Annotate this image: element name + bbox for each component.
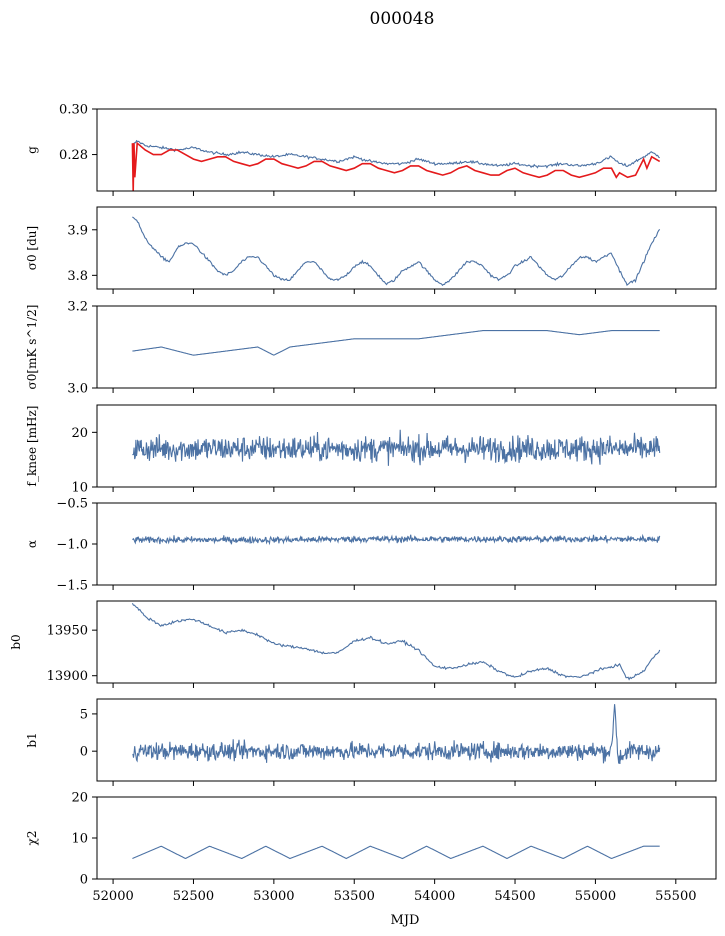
- y-axis-label-b1: b1: [25, 732, 39, 747]
- x-tick-label-2: 53000: [253, 889, 294, 904]
- axes-frame-alpha: [96, 502, 717, 586]
- y-axis-label-chi2: χ2: [25, 831, 39, 846]
- x-tick-label-6: 55000: [575, 889, 616, 904]
- series-line-chi2-blue: [132, 845, 660, 860]
- y-axis-label-b0: b0: [9, 634, 23, 649]
- axes-frame-chi2: [96, 796, 717, 880]
- x-tick-label-1: 52500: [173, 889, 214, 904]
- series-line-sigma0_mK-blue: [132, 330, 660, 356]
- y-tick-label-sigma0_du-0: 3.8: [67, 269, 88, 284]
- x-tick-label-0: 52000: [92, 889, 133, 904]
- y-tick-label-g-1: 0.30: [59, 103, 88, 118]
- y-tick-label-b0-1: 13950: [47, 624, 88, 639]
- series-line-g-blue: [132, 139, 660, 169]
- y-tick-label-chi2-1: 10: [71, 832, 88, 847]
- y-tick-label-sigma0_du-1: 3.9: [67, 223, 88, 238]
- x-tick-labels: 52000 52500 53000 53500 54000 54500 55000 55500: [92, 889, 696, 904]
- axes-frame-b0: [96, 600, 717, 684]
- axes-frame-g: [96, 108, 717, 192]
- x-axis-label: MJD: [391, 913, 420, 928]
- y-axis-label-alpha: α: [25, 540, 39, 548]
- panels: 0.28 0.30 g 3.8 3.9 σ0 [du] 3.0 3.2 σ0[mK s^1/2]…: [9, 103, 717, 888]
- axes-frame-sigma0_du: [96, 206, 717, 290]
- y-tick-label-fknee-0: 10: [71, 481, 88, 496]
- panel-sigma0_du: 3.8 3.9 σ0 [du]: [25, 206, 717, 294]
- panel-b0: 13900 13950 b0: [9, 600, 717, 688]
- y-tick-label-sigma0_mK-1: 3.2: [67, 300, 88, 315]
- y-tick-label-b0-0: 13900: [47, 669, 88, 684]
- panel-sigma0_mK: 3.0 3.2 σ0[mK s^1/2]: [25, 300, 717, 397]
- y-tick-label-g-0: 0.28: [59, 148, 88, 163]
- axes-frame-fknee: [96, 404, 717, 488]
- y-tick-label-b1-1: 5: [80, 707, 88, 722]
- y-tick-label-chi2-0: 0: [80, 873, 88, 888]
- series-line-fknee-blue: [132, 429, 661, 466]
- x-tick-label-4: 54000: [414, 889, 455, 904]
- panel-fknee: 10 20 f_knee [mHz]: [25, 404, 717, 496]
- series-line-sigma0_du-blue: [132, 216, 661, 287]
- x-tick-label-3: 53500: [334, 889, 375, 904]
- y-axis-label-fknee: f_knee [mHz]: [25, 406, 39, 487]
- axes-frame-sigma0_mK: [96, 305, 717, 389]
- y-tick-label-alpha-1: −1.0: [56, 538, 88, 553]
- series-line-b1-blue: [132, 704, 661, 765]
- series-line-b0-blue: [131, 602, 661, 681]
- y-tick-label-fknee-1: 20: [71, 426, 88, 441]
- y-axis-label-sigma0_mK: σ0[mK s^1/2]: [25, 305, 39, 390]
- y-axis-label-sigma0_du: σ0 [du]: [25, 226, 39, 270]
- y-tick-label-alpha-0: −1.5: [56, 579, 88, 594]
- series-line-g-red: [131, 141, 661, 191]
- y-tick-label-alpha-2: −0.5: [56, 497, 88, 512]
- panel-alpha: −1.5 −1.0 −0.5 α: [25, 497, 717, 594]
- y-axis-label-g: g: [25, 146, 39, 154]
- y-tick-label-b1-0: 0: [80, 745, 88, 760]
- panel-chi2: 0 10 20 χ2: [25, 791, 717, 888]
- axes-frame-b1: [96, 698, 717, 782]
- panel-g: 0.28 0.30 g: [25, 103, 717, 196]
- series-line-alpha-blue: [132, 533, 661, 546]
- panel-b1: 0 5 b1: [25, 698, 717, 786]
- x-tick-label-5: 54500: [494, 889, 535, 904]
- y-tick-label-chi2-2: 20: [71, 791, 88, 806]
- y-tick-label-sigma0_mK-0: 3.0: [67, 382, 88, 397]
- x-tick-label-7: 55500: [655, 889, 696, 904]
- figure-title: 000048: [370, 9, 435, 29]
